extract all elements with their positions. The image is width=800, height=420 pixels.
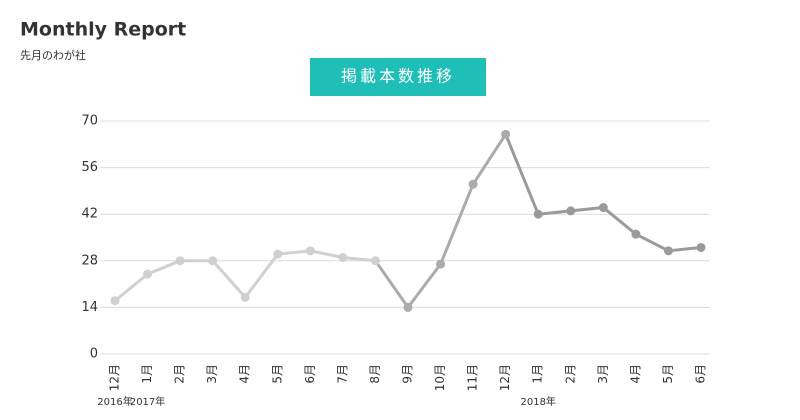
data-point bbox=[370, 256, 380, 266]
badge-box bbox=[310, 58, 486, 96]
data-point bbox=[240, 292, 250, 302]
data-point bbox=[403, 302, 413, 312]
chart-subtitle: 先月のわが社 bbox=[20, 48, 86, 62]
x-tick-label: 10月 bbox=[433, 364, 447, 391]
y-tick-label: 0 bbox=[90, 347, 98, 362]
x-tick-label: 2月 bbox=[173, 364, 187, 384]
line-segment bbox=[602, 206, 637, 236]
data-point bbox=[273, 249, 283, 259]
x-tick-label: 3月 bbox=[205, 364, 219, 384]
x-tick-label: 12月 bbox=[498, 364, 512, 391]
x-tick-label: 4月 bbox=[628, 364, 642, 384]
line-segment bbox=[439, 183, 475, 265]
data-point bbox=[501, 129, 511, 139]
line-segment bbox=[538, 209, 571, 216]
data-point bbox=[468, 179, 478, 189]
x-tick-label: 1月 bbox=[140, 364, 154, 384]
data-point bbox=[208, 256, 218, 266]
data-point bbox=[175, 256, 185, 266]
x-tick-label: 4月 bbox=[238, 364, 252, 384]
data-point bbox=[143, 269, 153, 279]
x-tick-label: 8月 bbox=[368, 364, 382, 384]
year-label: 2018年 bbox=[520, 395, 555, 408]
x-tick-label: 5月 bbox=[270, 364, 284, 384]
x-tick-label: 1月 bbox=[531, 364, 545, 384]
year-label: 2016年 bbox=[97, 395, 132, 408]
line-segment bbox=[406, 263, 442, 309]
line-segment bbox=[504, 133, 540, 215]
line-segment bbox=[342, 255, 376, 263]
line-segment bbox=[277, 249, 311, 256]
x-tick-label: 9月 bbox=[401, 364, 415, 384]
data-point bbox=[436, 259, 446, 269]
data-point bbox=[663, 246, 673, 256]
line-segment bbox=[471, 133, 507, 186]
line-segment bbox=[211, 259, 247, 299]
data-point bbox=[631, 229, 641, 239]
line-segment bbox=[374, 259, 410, 309]
data-point bbox=[533, 209, 543, 219]
data-point bbox=[566, 206, 576, 216]
data-point bbox=[696, 242, 706, 252]
x-tick-label: 12月 bbox=[108, 364, 122, 391]
data-point bbox=[305, 246, 315, 256]
chart-title: Monthly Report bbox=[20, 19, 186, 41]
y-tick-label: 14 bbox=[81, 300, 98, 315]
line-segment bbox=[668, 245, 702, 253]
line-segment bbox=[310, 249, 344, 259]
data-point bbox=[110, 296, 120, 306]
x-tick-label: 2月 bbox=[563, 364, 577, 384]
x-tick-label: 11月 bbox=[466, 364, 480, 391]
y-tick-label: 56 bbox=[81, 160, 98, 175]
line-segment bbox=[635, 232, 670, 253]
x-tick-label: 5月 bbox=[661, 364, 675, 384]
y-tick-label: 70 bbox=[81, 114, 98, 129]
line-segment bbox=[570, 206, 604, 213]
y-tick-label: 28 bbox=[81, 253, 98, 268]
line-segment bbox=[244, 253, 279, 299]
x-tick-label: 6月 bbox=[694, 364, 708, 384]
line-segment bbox=[114, 272, 149, 302]
x-tick-label: 3月 bbox=[596, 364, 610, 384]
y-tick-label: 42 bbox=[81, 207, 98, 222]
badge-text: 掲載本数推移 bbox=[341, 67, 455, 86]
data-point bbox=[338, 252, 348, 262]
year-label: 2017年 bbox=[130, 395, 165, 408]
data-point bbox=[598, 203, 608, 213]
line-segment bbox=[146, 259, 181, 276]
x-tick-label: 6月 bbox=[303, 364, 317, 384]
x-tick-label: 7月 bbox=[335, 364, 349, 384]
